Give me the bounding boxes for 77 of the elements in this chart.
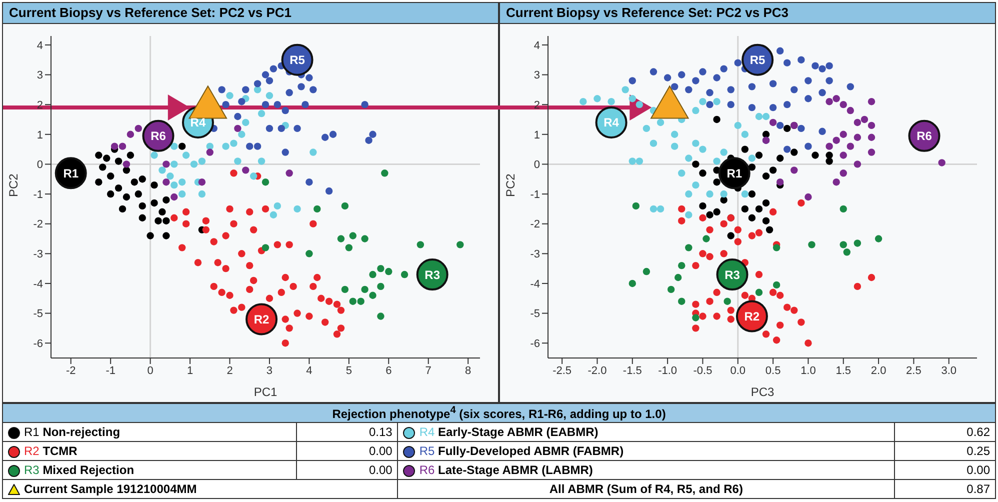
x-tick-label: 2 [226, 364, 233, 377]
y-tick-label: 3 [36, 70, 43, 82]
category-label: R5 Fully-Developed ABMR (FABMR) [419, 444, 624, 458]
chart-title: Current Biopsy vs Reference Set: PC2 vs PC1 [3, 3, 498, 24]
y-tick-label: -6 [33, 338, 43, 350]
x-tick-label: 0 [147, 364, 154, 377]
y-tick-label: -3 [530, 248, 540, 261]
category-label: R3 Mixed Rejection [24, 463, 134, 477]
y-tick-label: -1 [530, 188, 540, 201]
category-label: R6 Late-Stage ABMR (LABMR) [419, 463, 593, 477]
x-tick-label: 1.0 [800, 364, 816, 377]
data-label: R5 [750, 53, 766, 68]
category-label: R2 TCMR [24, 444, 78, 458]
data-label: R4 [190, 116, 206, 130]
y-tick-label: -6 [530, 338, 540, 350]
category-label: R4 Early-Stage ABMR (EABMR) [419, 425, 598, 439]
text: 0.25 [894, 442, 996, 460]
x-axis-title: PC3 [750, 385, 774, 399]
y-tick-label: -1 [33, 188, 43, 201]
y-tick-label: 0 [36, 159, 43, 172]
y-axis-title: PC2 [503, 173, 518, 197]
x-tick-label: 6 [386, 364, 392, 377]
x-tick-label: -0.5 [693, 364, 712, 377]
y-tick-label: -3 [33, 248, 43, 261]
text: Rejection phenotype$^{4}$ (six scores, R1-R6, adding up to 1.0) [2, 404, 996, 422]
data-label: R1 [726, 166, 742, 180]
y-tick-label: -2 [33, 218, 43, 231]
x-axis-title: PC1 [254, 385, 278, 399]
text: Current Sample 191210004MM [24, 482, 197, 496]
text: 0.13 [296, 422, 398, 442]
x-tick-label: 1 [186, 364, 194, 377]
y-tick-label: 4 [534, 40, 540, 52]
y-tick-label: 1 [36, 129, 43, 142]
x-tick-label: 2.0 [870, 364, 886, 377]
data-label: R3 [724, 268, 740, 282]
x-tick-label: -2.0 [588, 364, 607, 377]
x-tick-label: -2 [66, 364, 76, 377]
x-tick-label: -2.5 [552, 364, 572, 377]
x-tick-label: -1.5 [622, 364, 642, 377]
data-label: R6 [916, 129, 932, 144]
x-tick-label: 5 [346, 364, 352, 377]
x-tick-label: 3 [266, 364, 273, 377]
x-tick-label: 2.5 [906, 364, 922, 377]
x-tick-label: 3.0 [941, 364, 957, 377]
x-tick-label: -1.0 [658, 364, 678, 377]
text: 0.00 [894, 460, 996, 480]
y-tick-label: -4 [33, 278, 43, 290]
y-tick-label: -4 [530, 278, 540, 290]
text: All ABMR (Sum of R4, R5, and R6) [549, 482, 743, 496]
x-tick-label: 0.0 [730, 364, 746, 377]
y-tick-label: 3 [534, 70, 540, 82]
x-tick-label: 0.5 [765, 364, 781, 377]
x-tick-label: 1.5 [836, 364, 852, 377]
data-label: R4 [604, 116, 620, 130]
y-tick-label: 4 [36, 40, 43, 52]
data-label: R1 [63, 166, 79, 180]
data-label: R2 [254, 312, 270, 326]
x-tick-label: 7 [425, 364, 432, 377]
x-tick-label: 4 [306, 364, 312, 377]
data-label: R2 [744, 310, 760, 324]
text: 0.62 [894, 422, 996, 442]
x-tick-label: 8 [465, 364, 472, 377]
data-label: R6 [150, 129, 166, 144]
category-label: R1 Non-rejecting [24, 425, 120, 439]
y-tick-label: -5 [530, 308, 540, 320]
y-tick-label: -2 [530, 218, 540, 231]
data-label: R5 [290, 53, 306, 68]
text: 0.87 [894, 480, 996, 498]
x-tick-label: -1 [106, 364, 116, 377]
text: 0.00 [296, 460, 398, 480]
data-label: R3 [424, 268, 440, 282]
y-tick-label: -5 [33, 308, 43, 320]
y-tick-label: 1 [534, 129, 540, 142]
y-tick-label: 0 [534, 159, 540, 172]
chart-title: Current Biopsy vs Reference Set: PC2 vs PC3 [500, 3, 995, 24]
text: 0.00 [296, 442, 398, 460]
y-axis-title: PC2 [6, 173, 20, 197]
